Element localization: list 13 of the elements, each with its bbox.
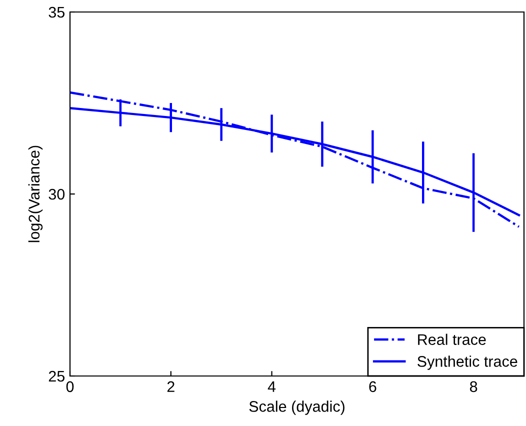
x-tick-label: 4 [268, 381, 276, 392]
y-axis-title: log2(Variance) [28, 146, 43, 242]
legend-label: Synthetic trace [418, 356, 518, 370]
y-tick-label: 25 [48, 370, 64, 382]
y-tick-label: 35 [48, 6, 64, 18]
line-series [70, 91, 520, 228]
y-tick-label: 30 [48, 188, 65, 200]
x-tick-label: 8 [470, 381, 478, 392]
legend-label: Real trace [418, 334, 486, 345]
x-tick-label: 6 [369, 381, 376, 392]
x-tick-label: 0 [66, 381, 74, 392]
x-axis-title: Scale (dyadic) [249, 400, 344, 415]
x-tick-label: 2 [167, 381, 174, 392]
